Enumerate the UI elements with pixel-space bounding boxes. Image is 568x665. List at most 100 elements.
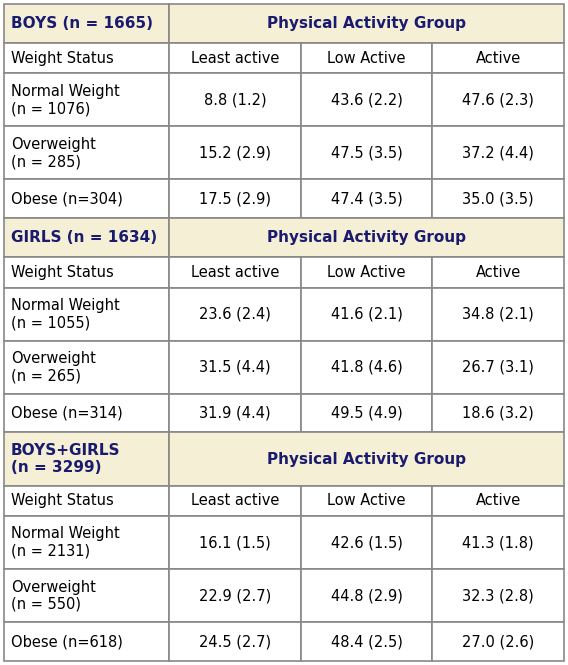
Bar (301, 73, 432, 126)
Bar (4, 622, 169, 661)
Text: Active: Active (475, 265, 521, 280)
Bar (169, 126, 301, 180)
Bar (169, 218, 564, 257)
Bar (4, 569, 169, 622)
Text: 41.3 (1.8): 41.3 (1.8) (462, 535, 534, 550)
Bar (4, 4, 169, 43)
Bar (4, 218, 169, 257)
Bar (301, 287, 432, 340)
Bar (169, 4, 564, 43)
Bar (301, 516, 432, 569)
Bar (432, 622, 564, 661)
Bar (301, 180, 432, 218)
Text: 8.8 (1.2): 8.8 (1.2) (204, 92, 266, 108)
Text: Weight Status: Weight Status (11, 265, 114, 280)
Text: Physical Activity Group: Physical Activity Group (267, 452, 466, 467)
Bar (432, 516, 564, 569)
Text: 17.5 (2.9): 17.5 (2.9) (199, 192, 271, 206)
Text: 34.8 (2.1): 34.8 (2.1) (462, 307, 534, 322)
Bar (4, 180, 169, 218)
Text: 18.6 (3.2): 18.6 (3.2) (462, 406, 534, 420)
Bar (4, 257, 169, 287)
Text: 22.9 (2.7): 22.9 (2.7) (199, 589, 271, 603)
Text: Overweight
(n = 550): Overweight (n = 550) (11, 579, 96, 612)
Bar (4, 287, 169, 340)
Text: Obese (n=314): Obese (n=314) (11, 406, 123, 420)
Bar (4, 73, 169, 126)
Text: Low Active: Low Active (327, 493, 406, 508)
Bar (169, 257, 301, 287)
Text: 41.8 (4.6): 41.8 (4.6) (331, 360, 403, 374)
Bar (4, 126, 169, 180)
Text: 27.0 (2.6): 27.0 (2.6) (462, 634, 534, 649)
Text: 35.0 (3.5): 35.0 (3.5) (462, 192, 534, 206)
Text: 43.6 (2.2): 43.6 (2.2) (331, 92, 403, 108)
Text: 24.5 (2.7): 24.5 (2.7) (199, 634, 271, 649)
Bar (4, 43, 169, 73)
Bar (432, 126, 564, 180)
Bar (169, 432, 564, 485)
Text: Normal Weight
(n = 1055): Normal Weight (n = 1055) (11, 298, 120, 331)
Text: Overweight
(n = 285): Overweight (n = 285) (11, 137, 96, 169)
Bar (169, 485, 301, 516)
Text: Active: Active (475, 493, 521, 508)
Bar (432, 180, 564, 218)
Bar (301, 569, 432, 622)
Bar (169, 340, 301, 394)
Text: 41.6 (2.1): 41.6 (2.1) (331, 307, 403, 322)
Bar (301, 622, 432, 661)
Text: BOYS (n = 1665): BOYS (n = 1665) (11, 16, 153, 31)
Text: Least active: Least active (191, 51, 279, 66)
Bar (169, 73, 301, 126)
Text: 44.8 (2.9): 44.8 (2.9) (331, 589, 403, 603)
Bar (301, 485, 432, 516)
Bar (432, 340, 564, 394)
Bar (432, 257, 564, 287)
Text: 26.7 (3.1): 26.7 (3.1) (462, 360, 534, 374)
Bar (169, 180, 301, 218)
Bar (169, 516, 301, 569)
Text: 47.6 (2.3): 47.6 (2.3) (462, 92, 534, 108)
Bar (432, 43, 564, 73)
Text: 49.5 (4.9): 49.5 (4.9) (331, 406, 403, 420)
Text: 48.4 (2.5): 48.4 (2.5) (331, 634, 403, 649)
Text: 31.5 (4.4): 31.5 (4.4) (199, 360, 271, 374)
Text: 31.9 (4.4): 31.9 (4.4) (199, 406, 271, 420)
Bar (432, 287, 564, 340)
Bar (4, 516, 169, 569)
Text: Physical Activity Group: Physical Activity Group (267, 16, 466, 31)
Text: Low Active: Low Active (327, 51, 406, 66)
Bar (301, 126, 432, 180)
Bar (432, 485, 564, 516)
Bar (169, 394, 301, 432)
Bar (169, 43, 301, 73)
Bar (4, 394, 169, 432)
Bar (301, 43, 432, 73)
Text: 47.4 (3.5): 47.4 (3.5) (331, 192, 403, 206)
Text: 15.2 (2.9): 15.2 (2.9) (199, 146, 271, 160)
Bar (4, 340, 169, 394)
Text: Active: Active (475, 51, 521, 66)
Text: Least active: Least active (191, 265, 279, 280)
Text: Physical Activity Group: Physical Activity Group (267, 230, 466, 245)
Text: Obese (n=304): Obese (n=304) (11, 192, 123, 206)
Bar (169, 569, 301, 622)
Text: Normal Weight
(n = 2131): Normal Weight (n = 2131) (11, 527, 120, 559)
Text: Overweight
(n = 265): Overweight (n = 265) (11, 351, 96, 384)
Text: 37.2 (4.4): 37.2 (4.4) (462, 146, 534, 160)
Text: BOYS+GIRLS
(n = 3299): BOYS+GIRLS (n = 3299) (11, 443, 120, 475)
Bar (301, 394, 432, 432)
Bar (301, 257, 432, 287)
Text: 32.3 (2.8): 32.3 (2.8) (462, 589, 534, 603)
Text: Weight Status: Weight Status (11, 493, 114, 508)
Text: GIRLS (n = 1634): GIRLS (n = 1634) (11, 230, 157, 245)
Bar (4, 432, 169, 485)
Text: 16.1 (1.5): 16.1 (1.5) (199, 535, 271, 550)
Text: Weight Status: Weight Status (11, 51, 114, 66)
Bar (432, 73, 564, 126)
Text: Obese (n=618): Obese (n=618) (11, 634, 123, 649)
Text: 47.5 (3.5): 47.5 (3.5) (331, 146, 403, 160)
Text: Normal Weight
(n = 1076): Normal Weight (n = 1076) (11, 84, 120, 116)
Text: 42.6 (1.5): 42.6 (1.5) (331, 535, 403, 550)
Text: Low Active: Low Active (327, 265, 406, 280)
